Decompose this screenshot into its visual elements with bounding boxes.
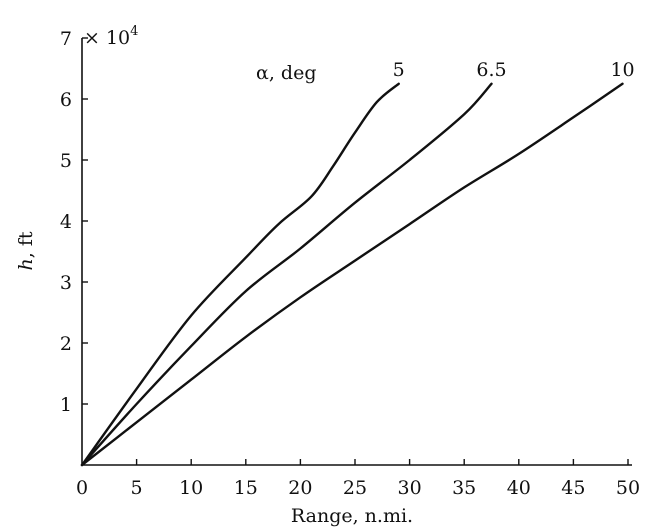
series-header-label: α, deg — [256, 62, 316, 84]
y-axis-title-italic: h — [15, 258, 37, 270]
y-tick-label: 6 — [60, 89, 72, 111]
series-label-6-5: 6.5 — [476, 59, 506, 81]
x-tick-label: 25 — [343, 477, 367, 499]
x-axis-title: Range, n.mi. — [291, 505, 413, 527]
y-ticks: 1 2 3 4 5 6 7 — [60, 28, 88, 416]
y-axis-title-rest: , ft — [15, 231, 37, 258]
x-tick-label: 15 — [234, 477, 258, 499]
y-tick-label: 2 — [60, 333, 72, 355]
series-label-10: 10 — [610, 59, 634, 81]
y-exponent-base: × 10 — [84, 27, 130, 49]
series-line-6-5 — [80, 82, 493, 467]
y-tick-label: 3 — [60, 272, 72, 294]
y-exponent-power: 4 — [130, 24, 138, 39]
y-tick-label: 4 — [60, 211, 72, 233]
x-tick-label: 20 — [288, 477, 312, 499]
x-tick-label: 35 — [452, 477, 476, 499]
y-tick-label: 1 — [60, 394, 72, 416]
series-label-5: 5 — [393, 59, 405, 81]
x-tick-label: 0 — [76, 477, 88, 499]
x-tick-label: 5 — [131, 477, 143, 499]
curves — [80, 82, 624, 467]
series-line-10 — [80, 82, 624, 467]
x-tick-label: 45 — [561, 477, 585, 499]
x-tick-label: 10 — [179, 477, 203, 499]
x-tick-label: 40 — [507, 477, 531, 499]
x-tick-label: 50 — [616, 477, 640, 499]
y-tick-label: 7 — [60, 28, 72, 50]
y-exponent-label: × 104 — [84, 24, 138, 49]
x-tick-label: 30 — [398, 477, 422, 499]
y-axis-title: h, ft — [15, 231, 37, 270]
series-labels: 5 6.5 10 — [393, 59, 635, 81]
x-ticks: 0 5 10 15 20 25 30 35 40 45 50 — [76, 459, 640, 499]
series-line-5 — [80, 82, 400, 467]
axes — [81, 38, 632, 466]
y-tick-label: 5 — [60, 150, 72, 172]
